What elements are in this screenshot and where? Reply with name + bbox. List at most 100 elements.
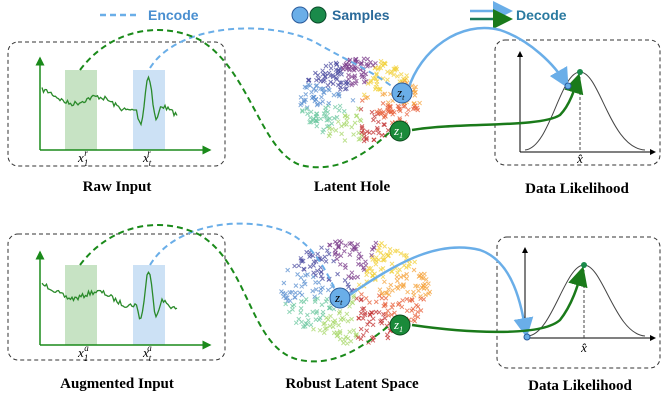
latent-point: [357, 316, 361, 320]
latent-point: [308, 265, 312, 269]
latent-point: [350, 317, 354, 321]
latent-point: [304, 297, 308, 301]
latent-point: [398, 283, 402, 287]
latent-point: [385, 252, 389, 256]
row: x1a xta Augmented Input Robust Latent Sp…: [8, 224, 660, 394]
highlight-x1: [65, 70, 97, 150]
latent-point: [299, 306, 303, 310]
highlight-x1: [65, 265, 97, 345]
latent-point: [332, 307, 336, 311]
latent-point: [299, 311, 303, 315]
latent-point: [368, 301, 372, 305]
latent-point: [300, 293, 304, 297]
latent-point: [294, 291, 298, 295]
legend-samples: Samples: [332, 7, 390, 23]
latent-point: [370, 110, 374, 114]
latent-point: [359, 119, 363, 123]
latent-point: [345, 119, 349, 123]
xhat: x̂: [576, 151, 583, 166]
latent-point: [311, 327, 315, 331]
latent-point: [405, 112, 409, 116]
latent-point: [329, 314, 333, 318]
latent-point: [351, 98, 355, 102]
latent-point: [362, 57, 366, 61]
latent-point: [389, 283, 393, 287]
gaussian: [525, 72, 645, 150]
latent-point: [339, 318, 343, 322]
latent-point: [312, 264, 316, 268]
latent-point: [286, 268, 290, 272]
latent-point: [412, 268, 416, 272]
latent-point: [383, 244, 387, 248]
latent-point: [343, 139, 347, 143]
latent-point: [399, 72, 403, 76]
latent-point: [382, 280, 386, 284]
latent-point: [293, 264, 297, 268]
latent-point: [402, 264, 406, 268]
latent-point: [321, 286, 325, 290]
mark-xt: xtr: [142, 148, 152, 168]
latent-point: [395, 285, 399, 289]
latent-point: [360, 99, 364, 103]
latent-point: [405, 309, 409, 313]
latent-point: [340, 132, 344, 136]
latent-point: [318, 328, 322, 332]
latent-point: [343, 278, 347, 282]
latent-point: [345, 342, 349, 346]
latent-point: [305, 313, 309, 317]
latent-point: [374, 300, 378, 304]
likelihood-label: Data Likelihood: [525, 181, 629, 197]
latent-point: [315, 124, 319, 128]
latent-point: [350, 271, 354, 275]
latent-point: [381, 101, 385, 105]
latent-point: [335, 257, 339, 261]
latent-point: [359, 327, 363, 331]
latent-point: [331, 325, 335, 329]
latent-point: [299, 276, 303, 280]
latent-point: [405, 74, 409, 78]
latent-label: Robust Latent Space: [285, 376, 419, 392]
latent-point: [374, 310, 378, 314]
latent-point: [413, 260, 417, 264]
latent-point: [294, 284, 298, 288]
latent-point: [371, 118, 375, 122]
latent-point: [365, 329, 369, 333]
latent-point: [322, 331, 326, 335]
latent-point: [330, 122, 334, 126]
latent-point: [423, 282, 427, 286]
latent-point: [413, 319, 417, 323]
latent-point: [344, 243, 348, 247]
latent-point: [324, 259, 328, 263]
latent-point: [406, 108, 410, 112]
legend-encode: Encode: [148, 7, 199, 23]
latent-point: [345, 312, 349, 316]
latent-point: [374, 262, 378, 266]
decoded-green: [581, 262, 587, 268]
latent-point: [279, 290, 283, 294]
latent-point: [396, 271, 400, 275]
latent-point: [308, 255, 312, 259]
latent-point: [320, 246, 324, 250]
latent-point: [348, 253, 352, 257]
latent-point: [294, 321, 298, 325]
latent-point: [339, 241, 343, 245]
latent-point: [425, 286, 429, 290]
latent-point: [380, 296, 384, 300]
latent-point: [365, 273, 369, 277]
latent-point: [388, 251, 392, 255]
latent-point: [395, 74, 399, 78]
latent-point: [342, 109, 346, 113]
latent-point: [319, 95, 323, 99]
latent-point: [316, 252, 320, 256]
latent-point: [333, 105, 337, 109]
latent-point: [327, 88, 331, 92]
latent-point: [378, 288, 382, 292]
decode-blue: [408, 28, 566, 90]
latent-point: [412, 293, 416, 297]
latent-point: [338, 262, 342, 266]
latent-point: [385, 333, 389, 337]
latent-point: [316, 73, 320, 77]
input-label: Augmented Input: [60, 376, 174, 392]
latent-point: [405, 276, 409, 280]
latent-point: [321, 100, 325, 104]
